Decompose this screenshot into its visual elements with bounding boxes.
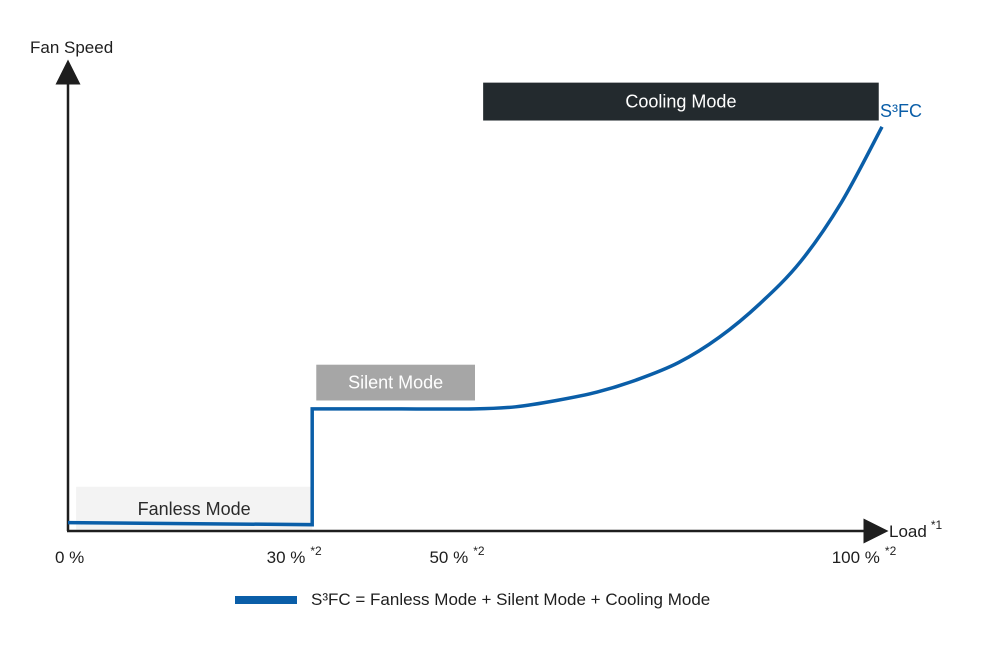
mode-label-0: Fanless Mode — [138, 499, 251, 519]
series-line-0 — [67, 126, 884, 527]
legend-text: S³FC = Fanless Mode + Silent Mode + Cool… — [311, 590, 711, 609]
mode-box-1 — [316, 364, 475, 401]
series-label-0: S³FC — [880, 101, 922, 121]
mode-box-2 — [483, 82, 879, 121]
mode-label-2: Cooling Mode — [625, 92, 736, 112]
mode-label-1: Silent Mode — [348, 373, 443, 393]
x-tick-label-3: 100 % *2 — [832, 544, 897, 567]
x-tick-label-2: 50 % *2 — [429, 544, 484, 567]
y-axis-title: Fan Speed — [30, 38, 113, 57]
x-tick-label-1: 30 % *2 — [267, 544, 322, 567]
x-axis-title: Load *1 — [889, 518, 942, 541]
x-tick-label-0: 0 % — [55, 548, 84, 567]
legend: S³FC = Fanless Mode + Silent Mode + Cool… — [235, 590, 710, 610]
legend-swatch — [235, 596, 297, 604]
